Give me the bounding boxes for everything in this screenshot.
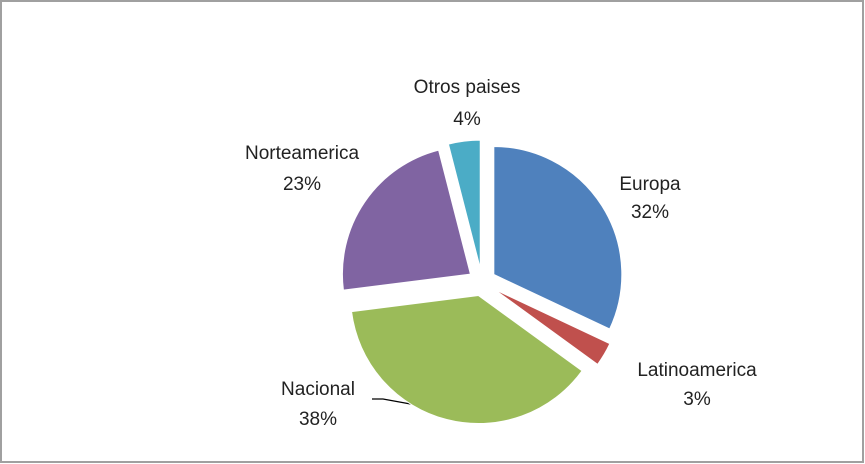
slice-label: Latinoamerica [637,360,757,381]
slice-label: Europa [619,174,681,195]
slice-label: Norteamerica [245,143,359,164]
pie-slice [493,288,611,366]
pie-slice [341,149,472,291]
slice-value-label: 4% [453,109,481,130]
slice-value-label: 38% [299,409,337,430]
slice-label: Otros paises [414,77,521,98]
slice-value-label: 23% [283,174,321,195]
slice-value-label: 32% [631,202,669,223]
slice-label: Nacional [281,379,355,400]
pie-slice [350,295,583,425]
pie-slice [447,139,481,269]
slice-value-label: 3% [683,389,711,410]
pie-slice [493,145,623,330]
